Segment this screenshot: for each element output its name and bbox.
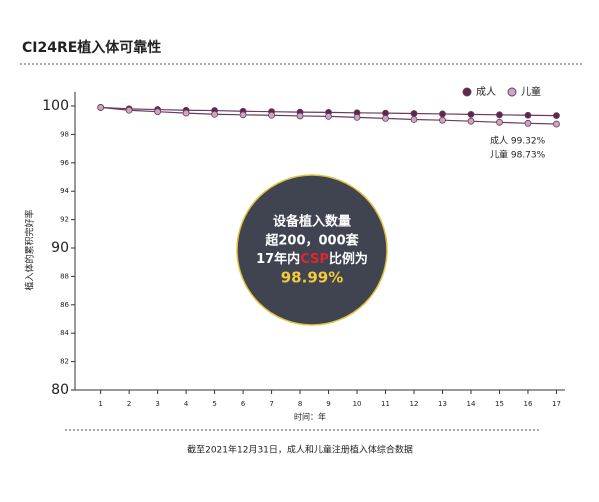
y-tick-label: 88: [60, 272, 69, 280]
callout: 设备植入数量 超200，000套 17年内CSP比例为 98.99%: [236, 174, 388, 326]
x-tick-label: 2: [127, 400, 131, 408]
annotation: 儿童 98.73%: [490, 149, 546, 161]
y-tick-label: 80: [51, 382, 69, 398]
data-point: [211, 110, 218, 118]
y-tick-label: 86: [60, 301, 69, 309]
data-point: [353, 113, 361, 121]
x-tick-label: 4: [184, 400, 189, 408]
x-tick-label: 17: [552, 400, 561, 408]
y-tick-label: 100: [42, 98, 69, 114]
callout-text: 超200，000套: [265, 233, 359, 249]
x-axis-label: 时间：年: [294, 412, 326, 422]
data-point: [410, 116, 418, 123]
x-tick-label: 1: [98, 400, 102, 408]
x-tick-label: 10: [353, 400, 362, 408]
callout-text: 设备植入数量: [273, 214, 351, 230]
data-point: [97, 104, 105, 111]
data-point: [296, 112, 304, 120]
callout-value: 98.99%: [281, 269, 343, 287]
x-tick-label: 5: [212, 400, 216, 408]
x-tick-label: 13: [438, 400, 447, 408]
x-tick-label: 16: [524, 400, 533, 408]
x-tick-label: 14: [467, 400, 476, 408]
y-tick-label: 84: [60, 329, 69, 337]
legend-label: 儿童: [521, 85, 541, 98]
legend-label: 成人: [476, 86, 496, 98]
data-point: [239, 111, 247, 119]
data-point: [439, 110, 446, 118]
callout-circle: [236, 174, 388, 326]
footer-note: 截至2021年12月31日，成人和儿童注册植入体综合数据: [187, 444, 413, 456]
data-point: [524, 111, 532, 119]
data-point: [439, 116, 446, 124]
callout-text: 17年内CSP比例为: [256, 251, 368, 267]
annotation: 成人 99.32%: [490, 135, 546, 147]
x-tick-label: 12: [410, 400, 419, 408]
x-tick-label: 3: [155, 400, 159, 408]
data-point: [524, 119, 532, 127]
x-tick-label: 8: [298, 400, 302, 408]
data-point: [467, 117, 475, 125]
data-point: [182, 109, 190, 117]
data-point: [467, 110, 475, 118]
y-tick-label: 96: [60, 159, 69, 167]
x-tick-label: 6: [241, 400, 246, 408]
data-point: [325, 112, 332, 120]
data-point: [268, 111, 275, 119]
y-tick-label: 94: [60, 187, 69, 195]
x-tick-label: 9: [326, 400, 330, 408]
data-point: [382, 114, 389, 122]
data-point: [496, 111, 503, 119]
legend-marker: [507, 87, 517, 97]
callout-text: 比例为: [329, 251, 368, 267]
chart-title: CI24RE植入体可靠性: [22, 39, 161, 56]
y-tick-label: 98: [60, 130, 69, 138]
legend-marker: [462, 87, 472, 97]
data-point: [125, 106, 133, 114]
data-point: [410, 110, 418, 117]
data-point: [154, 108, 162, 116]
y-tick-label: 90: [51, 240, 69, 256]
y-tick-label: 92: [60, 216, 69, 224]
y-axis-label: 植入体的累积完好率: [24, 209, 36, 290]
callout-text: 17年内: [256, 251, 300, 267]
x-tick-label: 15: [495, 400, 504, 408]
y-tick-label: 82: [60, 358, 69, 366]
callout-highlight: CSP: [300, 252, 329, 267]
x-tick-label: 11: [381, 400, 390, 408]
data-point: [553, 112, 560, 120]
data-point: [553, 120, 560, 128]
data-point: [496, 118, 503, 126]
x-tick-label: 7: [269, 400, 273, 408]
